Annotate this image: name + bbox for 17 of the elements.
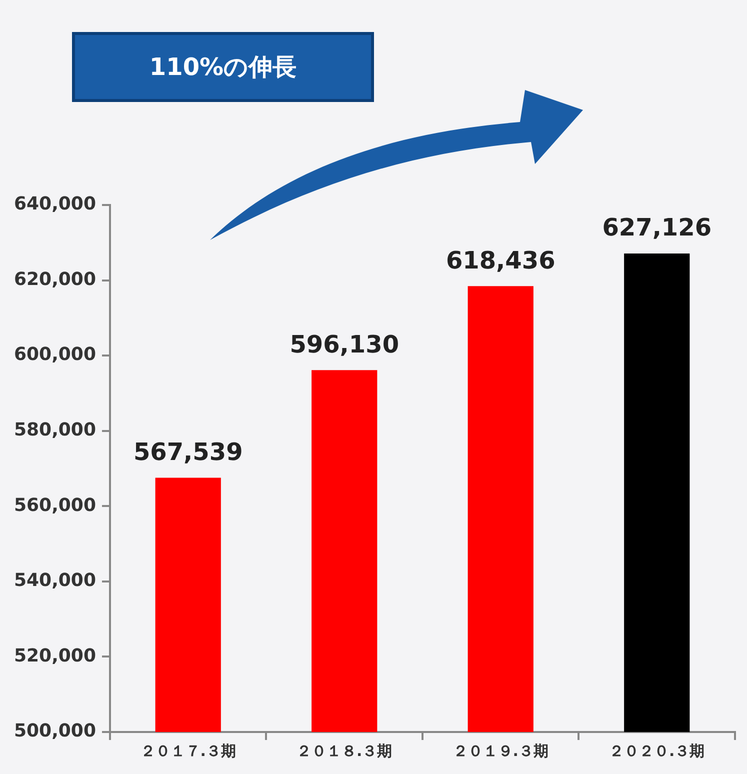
text: 110%の伸長 bbox=[72, 32, 374, 102]
data-label: 596,130 bbox=[290, 330, 400, 358]
x-tick-label: ２０１９.３期 bbox=[452, 742, 548, 760]
y-tick-label: 540,000 bbox=[14, 570, 96, 592]
x-tick-label: ２０２０.３期 bbox=[609, 742, 705, 760]
data-label: 618,436 bbox=[446, 246, 556, 274]
y-tick-label: 640,000 bbox=[14, 194, 96, 215]
x-tick-label: ２０１８.３期 bbox=[296, 742, 392, 760]
y-tick-label: 500,000 bbox=[14, 720, 96, 742]
data-label: 567,539 bbox=[133, 438, 243, 466]
y-tick-label: 580,000 bbox=[14, 420, 96, 441]
y-tick-label: 600,000 bbox=[14, 344, 96, 366]
y-tick-label: 620,000 bbox=[14, 268, 96, 290]
x-tick-label: ２０１７.３期 bbox=[140, 742, 236, 760]
data-label: 627,126 bbox=[602, 214, 712, 242]
y-tick-label: 560,000 bbox=[14, 494, 96, 516]
y-tick-label: 520,000 bbox=[14, 645, 96, 666]
